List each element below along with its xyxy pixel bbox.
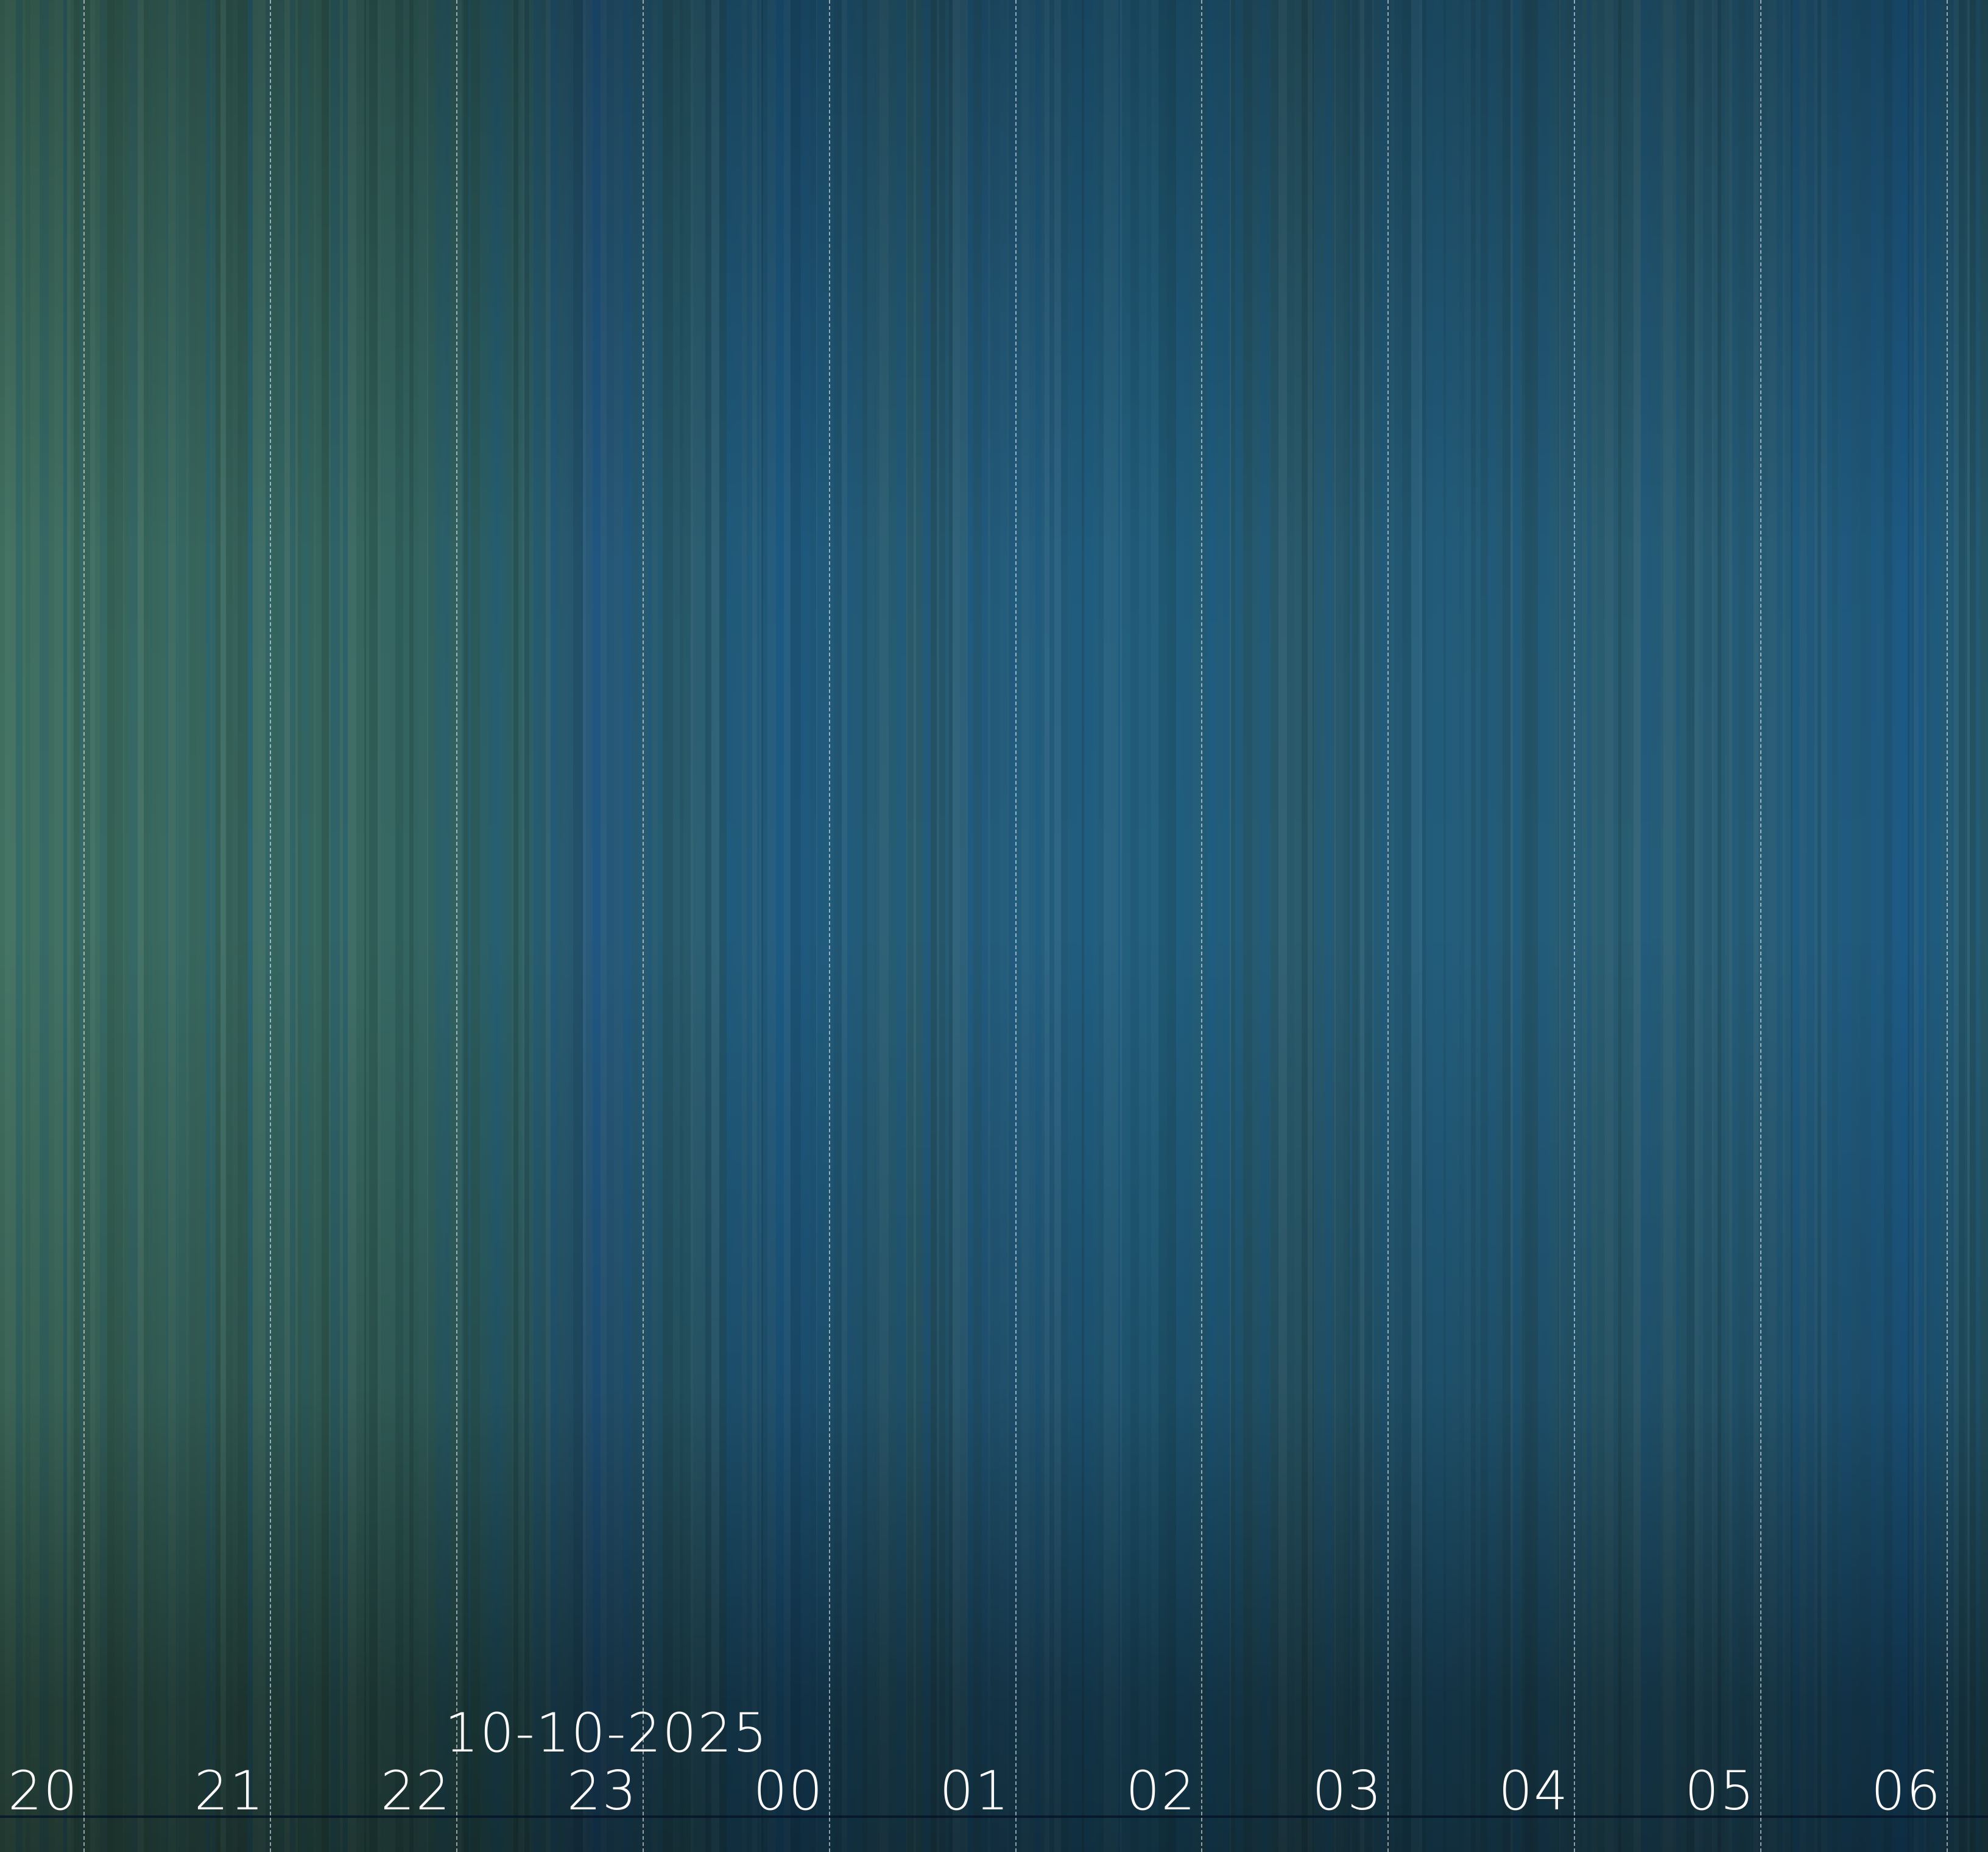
hour-gridline <box>83 0 85 1852</box>
hour-label: 22 <box>380 1759 451 1822</box>
hour-label: 05 <box>1685 1759 1756 1822</box>
hour-label: 00 <box>753 1759 824 1822</box>
hour-gridline <box>1760 0 1762 1852</box>
hour-label: 01 <box>939 1759 1010 1822</box>
hour-label: 06 <box>1871 1759 1942 1822</box>
horizon-line <box>0 1815 1988 1818</box>
hour-gridline <box>269 0 271 1852</box>
hour-label: 21 <box>194 1759 265 1822</box>
hour-label: 03 <box>1312 1759 1383 1822</box>
hour-gridline <box>1574 0 1576 1852</box>
hour-label: 02 <box>1126 1759 1197 1822</box>
hour-gridline <box>1015 0 1017 1852</box>
hour-label: 23 <box>566 1759 638 1822</box>
hour-gridline <box>642 0 644 1852</box>
hour-gridline <box>1947 0 1948 1852</box>
hour-label: 04 <box>1498 1759 1570 1822</box>
hour-label: 20 <box>8 1759 79 1822</box>
hour-gridline <box>1201 0 1203 1852</box>
hour-gridline <box>456 0 457 1852</box>
hour-gridline <box>1387 0 1389 1852</box>
hour-gridline <box>828 0 830 1852</box>
date-label: 10-10-2025 <box>445 1702 769 1764</box>
